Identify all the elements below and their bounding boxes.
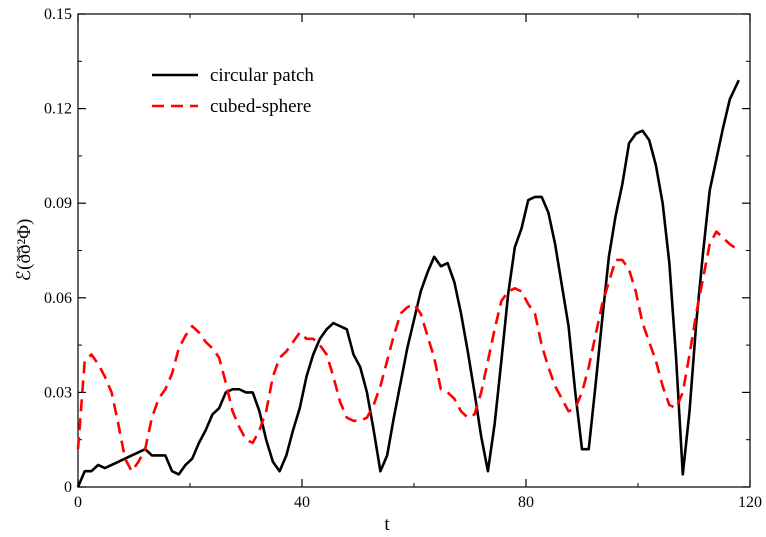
legend-label-cubed-sphere: cubed-sphere [210,96,311,117]
y-tick-label: 0.03 [44,384,72,401]
x-tick-label: 40 [294,494,310,511]
y-tick-label: 0 [64,479,72,496]
y-tick-label: 0.15 [44,6,72,23]
x-axis-label: t [384,514,390,535]
y-tick-label: 0.09 [44,195,72,212]
y-axis-label: ℰ(ð̄ð²Φ) [14,219,35,282]
y-tick-label: 0.12 [44,101,72,118]
axis-ticks: 0 40 80 120 0 0.03 0.06 0.09 0.12 0.15 [44,6,762,511]
series-line-cubed-sphere [76,230,740,473]
legend-label-circular-patch: circular patch [210,65,314,86]
x-tick-label: 120 [738,494,762,511]
plot-frame [77,13,751,488]
y-tick-label: 0.06 [44,290,72,307]
series-layer [76,79,740,488]
x-tick-label: 0 [74,494,82,511]
x-tick-label: 80 [518,494,534,511]
legend: circular patch cubed-sphere [152,65,314,117]
series-line-circular-patch [76,79,740,488]
